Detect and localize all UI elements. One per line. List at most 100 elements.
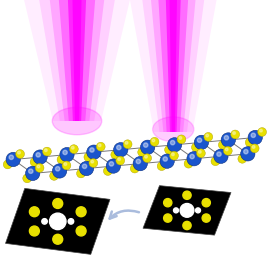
Circle shape bbox=[53, 164, 67, 178]
Circle shape bbox=[63, 150, 67, 155]
Circle shape bbox=[136, 159, 141, 164]
Circle shape bbox=[217, 152, 221, 156]
Circle shape bbox=[238, 154, 247, 163]
Circle shape bbox=[29, 226, 39, 236]
Circle shape bbox=[87, 145, 101, 159]
Circle shape bbox=[160, 154, 174, 168]
Polygon shape bbox=[50, 0, 104, 121]
Circle shape bbox=[260, 129, 262, 132]
Circle shape bbox=[70, 145, 78, 153]
Circle shape bbox=[117, 145, 121, 150]
Circle shape bbox=[9, 155, 13, 160]
Circle shape bbox=[57, 155, 66, 164]
Circle shape bbox=[143, 154, 152, 163]
Polygon shape bbox=[158, 0, 188, 132]
Circle shape bbox=[6, 152, 20, 167]
Circle shape bbox=[3, 160, 12, 169]
Circle shape bbox=[116, 156, 125, 165]
Polygon shape bbox=[143, 186, 231, 235]
Polygon shape bbox=[142, 0, 204, 132]
Polygon shape bbox=[130, 0, 217, 132]
Circle shape bbox=[114, 142, 128, 157]
Circle shape bbox=[53, 234, 63, 244]
Polygon shape bbox=[24, 0, 130, 121]
Circle shape bbox=[231, 130, 240, 139]
Circle shape bbox=[150, 138, 159, 146]
Circle shape bbox=[91, 160, 94, 163]
Circle shape bbox=[221, 133, 235, 147]
Circle shape bbox=[187, 152, 201, 166]
Circle shape bbox=[82, 164, 87, 169]
Circle shape bbox=[23, 174, 32, 183]
Polygon shape bbox=[68, 0, 86, 121]
Circle shape bbox=[89, 159, 98, 167]
Circle shape bbox=[202, 199, 210, 207]
Circle shape bbox=[202, 214, 210, 222]
Circle shape bbox=[144, 143, 148, 147]
Circle shape bbox=[174, 208, 178, 213]
Circle shape bbox=[60, 147, 74, 162]
Circle shape bbox=[29, 207, 39, 217]
Circle shape bbox=[64, 163, 67, 166]
Circle shape bbox=[250, 144, 259, 153]
Circle shape bbox=[196, 208, 200, 213]
Circle shape bbox=[245, 138, 254, 147]
Polygon shape bbox=[151, 0, 196, 132]
Circle shape bbox=[180, 204, 194, 217]
Circle shape bbox=[36, 153, 40, 157]
Circle shape bbox=[125, 141, 128, 144]
Circle shape bbox=[157, 162, 166, 170]
Circle shape bbox=[50, 172, 59, 180]
Circle shape bbox=[183, 221, 191, 230]
Circle shape bbox=[170, 151, 178, 160]
Circle shape bbox=[30, 158, 39, 166]
Circle shape bbox=[224, 136, 229, 140]
Circle shape bbox=[76, 207, 86, 217]
Circle shape bbox=[184, 159, 193, 168]
Circle shape bbox=[190, 154, 194, 159]
Circle shape bbox=[76, 226, 86, 236]
Circle shape bbox=[241, 147, 255, 161]
Circle shape bbox=[118, 158, 120, 161]
Circle shape bbox=[244, 149, 248, 154]
Circle shape bbox=[145, 155, 147, 158]
Circle shape bbox=[42, 219, 47, 224]
Circle shape bbox=[84, 153, 93, 161]
Circle shape bbox=[194, 135, 208, 150]
Circle shape bbox=[170, 141, 175, 145]
Circle shape bbox=[16, 150, 24, 158]
Circle shape bbox=[26, 166, 40, 181]
Circle shape bbox=[103, 167, 112, 175]
Circle shape bbox=[251, 133, 255, 138]
Circle shape bbox=[197, 149, 205, 158]
Circle shape bbox=[18, 151, 20, 154]
Circle shape bbox=[163, 157, 167, 161]
Polygon shape bbox=[169, 0, 177, 132]
Circle shape bbox=[109, 162, 114, 166]
Circle shape bbox=[123, 140, 132, 148]
Circle shape bbox=[206, 134, 208, 137]
Circle shape bbox=[167, 138, 182, 152]
Circle shape bbox=[172, 153, 174, 156]
Circle shape bbox=[258, 128, 266, 136]
Circle shape bbox=[191, 143, 200, 152]
Circle shape bbox=[62, 161, 71, 170]
Circle shape bbox=[223, 146, 232, 155]
Circle shape bbox=[29, 169, 33, 174]
Circle shape bbox=[96, 142, 105, 151]
Circle shape bbox=[133, 156, 147, 171]
Circle shape bbox=[177, 135, 186, 144]
Circle shape bbox=[72, 146, 74, 149]
Ellipse shape bbox=[153, 117, 194, 142]
Circle shape bbox=[53, 199, 63, 208]
Circle shape bbox=[106, 159, 120, 173]
Circle shape bbox=[183, 191, 191, 199]
Circle shape bbox=[33, 150, 47, 164]
Circle shape bbox=[164, 199, 172, 207]
Circle shape bbox=[252, 145, 255, 148]
Circle shape bbox=[50, 213, 66, 230]
Circle shape bbox=[111, 150, 120, 159]
Circle shape bbox=[152, 139, 155, 142]
Ellipse shape bbox=[52, 107, 102, 135]
Circle shape bbox=[204, 133, 213, 141]
